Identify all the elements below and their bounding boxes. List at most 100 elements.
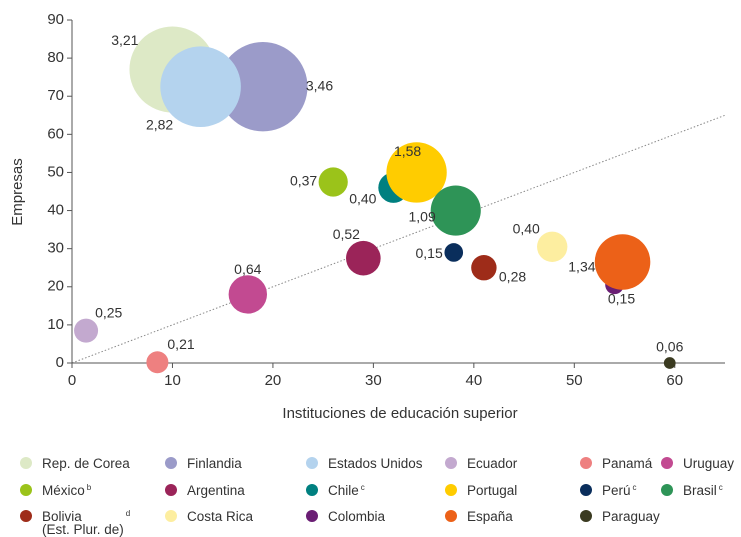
data-label: 3,21 bbox=[111, 32, 138, 48]
legend-item: Uruguay bbox=[661, 457, 734, 470]
legend-item: Colombia bbox=[306, 510, 385, 523]
bubble bbox=[444, 243, 464, 262]
x-tick-label: 20 bbox=[265, 372, 282, 389]
bubble bbox=[346, 240, 381, 276]
y-tick-label: 30 bbox=[47, 240, 64, 257]
legend-swatch bbox=[445, 510, 457, 522]
legend-swatch bbox=[580, 510, 592, 522]
legend-label: España bbox=[467, 509, 513, 524]
legend-label: Argentina bbox=[187, 482, 245, 498]
legend-label: Rep. de Corea bbox=[42, 456, 130, 471]
legend-item: Chile c bbox=[306, 482, 365, 498]
legend-swatch bbox=[580, 457, 592, 469]
y-tick-label: 70 bbox=[47, 87, 64, 104]
data-label: 0,21 bbox=[167, 336, 194, 352]
bubble bbox=[663, 357, 676, 369]
legend-note: c bbox=[632, 482, 637, 492]
legend-item: Costa Rica bbox=[165, 510, 253, 523]
legend-swatch bbox=[306, 483, 318, 496]
y-tick-label: 60 bbox=[47, 125, 64, 142]
bubble bbox=[430, 185, 481, 236]
legend-note: d bbox=[125, 509, 131, 518]
y-tick-label: 90 bbox=[47, 11, 64, 28]
data-label: 0,15 bbox=[416, 245, 443, 261]
x-tick-label: 40 bbox=[466, 372, 483, 389]
legend-item: Rep. de Corea bbox=[20, 457, 130, 470]
legend-item: Bolivia (Est. Plur. de) d bbox=[20, 510, 130, 536]
legend-label: Paraguay bbox=[602, 509, 660, 524]
data-label: 3,46 bbox=[306, 77, 333, 93]
legend-label: Colombia bbox=[328, 509, 386, 524]
data-label: 0,25 bbox=[95, 304, 122, 320]
x-tick-label: 0 bbox=[68, 372, 76, 389]
bubble bbox=[160, 46, 241, 127]
data-label: 1,34 bbox=[568, 259, 595, 275]
legend-swatch bbox=[20, 483, 32, 496]
x-axis-label: Instituciones de educación superior bbox=[282, 405, 517, 422]
y-tick-label: 0 bbox=[56, 354, 64, 371]
bubble bbox=[74, 318, 99, 343]
data-label: 0,15 bbox=[608, 291, 635, 307]
bubble bbox=[318, 167, 348, 197]
legend-label: Costa Rica bbox=[187, 509, 254, 524]
legend-label: Brasil bbox=[683, 482, 717, 498]
legend-label: Uruguay bbox=[683, 456, 735, 471]
legend-note: c bbox=[718, 482, 723, 492]
legend-swatch bbox=[306, 510, 318, 522]
data-label: 0,06 bbox=[656, 339, 683, 355]
bubble bbox=[386, 142, 447, 203]
bubble bbox=[228, 275, 268, 314]
legend-label: Panamá bbox=[602, 456, 653, 471]
legend-label: México bbox=[42, 482, 85, 498]
bubble bbox=[146, 351, 169, 374]
legend-swatch bbox=[165, 483, 177, 496]
legend-swatch bbox=[661, 483, 673, 496]
bubble bbox=[537, 231, 568, 262]
bubble bbox=[471, 255, 497, 281]
legend-swatch bbox=[661, 457, 673, 469]
legend-item: Paraguay bbox=[580, 510, 660, 523]
x-tick-label: 50 bbox=[566, 372, 583, 389]
legend-swatch bbox=[20, 457, 32, 469]
legend-label: Chile bbox=[328, 482, 359, 498]
y-axis-label: Empresas bbox=[9, 158, 26, 226]
bubble bbox=[218, 42, 308, 132]
data-label: 0,64 bbox=[234, 261, 261, 277]
legend-note: c bbox=[360, 482, 365, 492]
legend-item: Ecuador bbox=[445, 457, 517, 470]
legend-item: Finlandia bbox=[165, 457, 242, 470]
legend-swatch bbox=[165, 457, 177, 469]
legend-label: Bolivia (Est. Plur. de) bbox=[42, 509, 124, 537]
legend-swatch bbox=[20, 510, 32, 522]
reference-line bbox=[71, 114, 726, 364]
y-tick-label: 10 bbox=[47, 316, 64, 333]
chart: Instituciones de educación superior Empr… bbox=[9, 11, 726, 422]
legend-label: Finlandia bbox=[187, 456, 242, 471]
data-label: 0,37 bbox=[290, 173, 317, 189]
x-tick-label: 30 bbox=[365, 372, 382, 389]
legend-label: Perú bbox=[602, 482, 631, 498]
legend-item: Perú c bbox=[580, 482, 637, 498]
legend-swatch bbox=[445, 483, 457, 496]
bubble bbox=[594, 234, 651, 290]
data-label: 1,58 bbox=[394, 143, 421, 159]
legend-label: Ecuador bbox=[467, 456, 518, 471]
legend-item: España bbox=[445, 510, 513, 523]
legend-item: México b bbox=[20, 482, 92, 498]
x-tick-label: 60 bbox=[666, 372, 683, 389]
legend-item: Panamá bbox=[580, 457, 652, 470]
legend-note: b bbox=[86, 482, 92, 492]
y-tick-label: 80 bbox=[47, 49, 64, 66]
legend-label: Portugal bbox=[467, 482, 518, 498]
legend-item: Portugal bbox=[445, 482, 518, 498]
legend-item: Estados Unidos bbox=[306, 457, 423, 470]
x-tick-label: 10 bbox=[164, 372, 181, 389]
data-label: 1,09 bbox=[409, 208, 436, 224]
data-label: 2,82 bbox=[146, 116, 173, 132]
legend-swatch bbox=[306, 457, 318, 469]
y-tick-label: 50 bbox=[47, 163, 64, 180]
y-tick-label: 20 bbox=[47, 278, 64, 295]
legend-item: Brasil c bbox=[661, 482, 723, 498]
legend-swatch bbox=[445, 457, 457, 469]
